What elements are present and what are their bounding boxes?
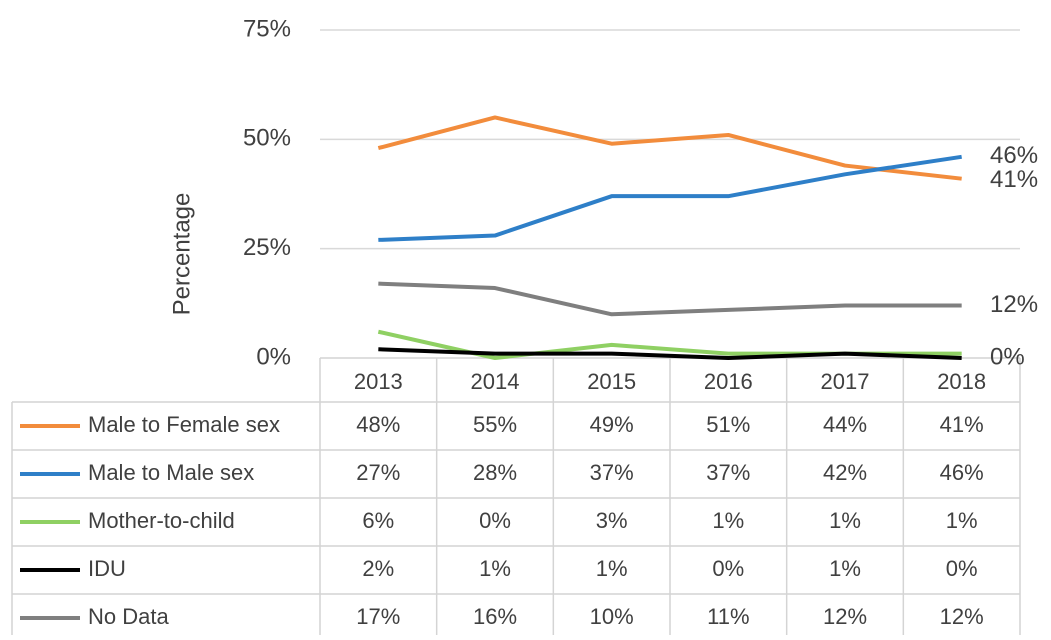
x-tick-label: 2018	[937, 369, 986, 394]
series-line	[378, 281, 962, 317]
table-value: 12%	[940, 604, 984, 629]
series-line	[378, 347, 962, 360]
y-tick-label: 75%	[243, 15, 291, 42]
table-value: 1%	[596, 556, 628, 581]
y-axis-label: Percentage	[168, 193, 195, 316]
table-value: 42%	[823, 460, 867, 485]
table-value: 44%	[823, 412, 867, 437]
end-label: 0%	[990, 343, 1025, 370]
table-value: 55%	[473, 412, 517, 437]
y-tick-label: 50%	[243, 125, 291, 152]
legend-label: No Data	[88, 604, 169, 629]
table-value: 48%	[356, 412, 400, 437]
table-value: 17%	[356, 604, 400, 629]
table-value: 46%	[940, 460, 984, 485]
legend-label: Male to Female sex	[88, 412, 280, 437]
table-value: 16%	[473, 604, 517, 629]
table-value: 1%	[829, 556, 861, 581]
table-value: 1%	[479, 556, 511, 581]
series-line	[378, 154, 962, 242]
table-value: 37%	[706, 460, 750, 485]
table-value: 0%	[946, 556, 978, 581]
x-tick-label: 2013	[354, 369, 403, 394]
table-value: 0%	[479, 508, 511, 533]
y-tick-label: 25%	[243, 234, 291, 261]
end-label: 41%	[990, 166, 1038, 193]
table-value: 3%	[596, 508, 628, 533]
table-value: 51%	[706, 412, 750, 437]
legend-label: Mother-to-child	[88, 508, 235, 533]
series-line	[377, 115, 962, 181]
x-tick-label: 2015	[587, 369, 636, 394]
table-value: 49%	[590, 412, 634, 437]
table-value: 27%	[356, 460, 400, 485]
legend-label: IDU	[88, 556, 126, 581]
table-value: 1%	[712, 508, 744, 533]
table-value: 2%	[362, 556, 394, 581]
end-label: 46%	[990, 142, 1038, 169]
table-value: 10%	[590, 604, 634, 629]
y-tick-label: 0%	[256, 343, 291, 370]
table-value: 28%	[473, 460, 517, 485]
table-value: 37%	[590, 460, 634, 485]
x-tick-label: 2014	[471, 369, 520, 394]
table-value: 1%	[829, 508, 861, 533]
x-tick-label: 2017	[821, 369, 870, 394]
end-label: 12%	[990, 291, 1038, 318]
table-value: 12%	[823, 604, 867, 629]
legend-label: Male to Male sex	[88, 460, 254, 485]
x-tick-label: 2016	[704, 369, 753, 394]
table-value: 1%	[946, 508, 978, 533]
table-value: 11%	[707, 604, 749, 629]
table-value: 0%	[712, 556, 744, 581]
table-value: 6%	[362, 508, 394, 533]
table-value: 41%	[940, 412, 984, 437]
